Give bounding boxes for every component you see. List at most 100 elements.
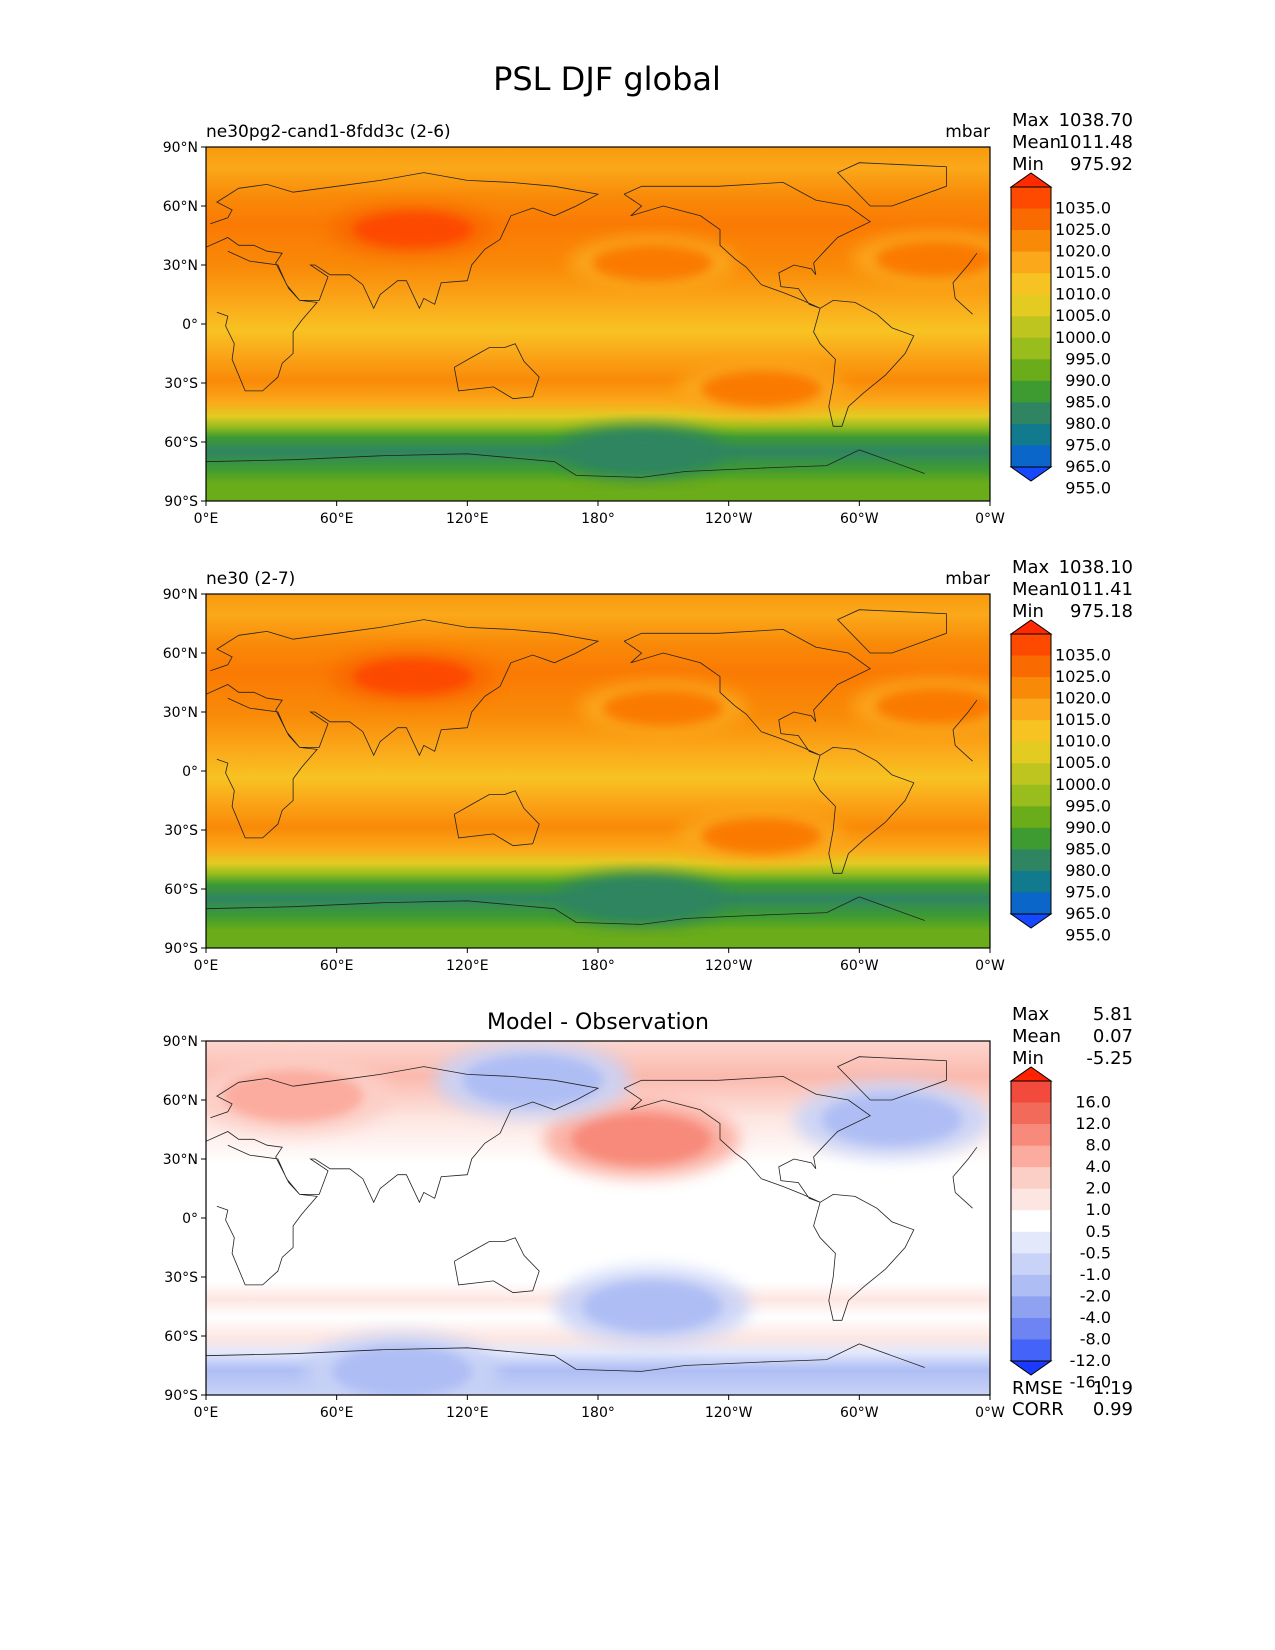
- colorbar-extend-top: [1009, 172, 1053, 188]
- stat-label-mean: Mean: [1012, 1026, 1061, 1047]
- colorbar-segment: [1011, 892, 1051, 915]
- colorbar-tick-label: 1035.0: [1055, 646, 1111, 665]
- colorbar-segment: [1011, 445, 1051, 468]
- colorbar-tick-label: 2.0: [1086, 1179, 1111, 1198]
- panel-difference: Model - Observation 90°N 60°N 30°N 0° 30°S 60°…: [163, 1004, 1133, 1421]
- colorbar-tick-label: -0.5: [1080, 1243, 1111, 1262]
- lat-tick-label: 0°: [182, 1211, 198, 1227]
- colorbar-segment: [1011, 763, 1051, 786]
- stat-label-mean: Mean: [1012, 579, 1061, 600]
- field-feature-2: [462, 1054, 603, 1107]
- colorbar-segment: [1011, 1317, 1051, 1340]
- lat-tick-label: 0°: [182, 764, 198, 780]
- colorbar-segment: [1011, 1188, 1051, 1211]
- colorbar-segment: [1011, 1167, 1051, 1190]
- colorbar: 1035.0 1025.0 1020.0 1015.0 1010.0 1005.0 1000…: [1009, 172, 1111, 498]
- colorbar-tick-label: 1000.0: [1055, 775, 1111, 794]
- colorbar-segment: [1011, 634, 1051, 657]
- colorbar-tick-label: 1015.0: [1055, 710, 1111, 729]
- stat-value-max: 1038.70: [1059, 110, 1133, 131]
- colorbar: 1035.0 1025.0 1020.0 1015.0 1010.0 1005.0 1000…: [1009, 619, 1111, 945]
- colorbar-segment: [1011, 208, 1051, 231]
- lat-tick-label: 90°N: [163, 140, 198, 156]
- colorbar-segment: [1011, 806, 1051, 829]
- colorbar-tick-label: 1020.0: [1055, 689, 1111, 708]
- colorbar-tick-label: 1.0: [1086, 1200, 1111, 1219]
- colorbar-segment: [1011, 1210, 1051, 1233]
- lat-tick-label: 90°S: [164, 941, 198, 957]
- colorbar-segment: [1011, 359, 1051, 382]
- stat-value-min: 975.92: [1070, 154, 1133, 175]
- stat-value-corr: 0.99: [1093, 1399, 1133, 1420]
- field-feature-1: [571, 1113, 712, 1166]
- colorbar-segment: [1011, 1296, 1051, 1319]
- colorbar-segment: [1011, 827, 1051, 850]
- colorbar-extend-bottom: [1009, 1360, 1053, 1376]
- stat-value-mean: 0.07: [1093, 1026, 1133, 1047]
- colorbar-tick-label: 1015.0: [1055, 263, 1111, 282]
- lon-tick-label: 120°E: [446, 1405, 489, 1421]
- colorbar-tick-label: 965.0: [1065, 457, 1111, 476]
- colorbar-segment: [1011, 1102, 1051, 1125]
- field-feature-0: [352, 211, 473, 248]
- lon-tick-label: 0°E: [194, 511, 219, 527]
- colorbar-tick-label: 12.0: [1075, 1114, 1111, 1133]
- lat-tick-label: 90°S: [164, 1388, 198, 1404]
- colorbar-extend-bottom: [1009, 466, 1053, 482]
- lon-tick-label: 180°: [581, 958, 615, 974]
- colorbar-frame: [1010, 1080, 1052, 1362]
- field-feature-3: [701, 817, 822, 854]
- lat-tick-label: 30°N: [163, 258, 198, 274]
- stat-label-corr: CORR: [1012, 1399, 1064, 1420]
- colorbar-tick-label: -2.0: [1080, 1286, 1111, 1305]
- lat-tick-label: 60°N: [163, 646, 198, 662]
- colorbar-tick-label: 975.0: [1065, 435, 1111, 454]
- lat-tick-label: 60°N: [163, 199, 198, 215]
- colorbar-tick-label: 1005.0: [1055, 306, 1111, 325]
- colorbar-segment: [1011, 251, 1051, 274]
- field-feature-3: [822, 1093, 962, 1146]
- colorbar-tick-label: 8.0: [1086, 1136, 1111, 1155]
- colorbar-segment: [1011, 1081, 1051, 1104]
- lat-tick-label: 60°S: [164, 882, 198, 898]
- colorbar-segment: [1011, 870, 1051, 893]
- colorbar-segment: [1011, 1253, 1051, 1276]
- colorbar-tick-label: 985.0: [1065, 392, 1111, 411]
- panel-model: ne30pg2-cand1-8fdd3c (2-6) mbar 90°N 60°N 30…: [163, 110, 1133, 527]
- stat-value-mean: 1011.41: [1059, 579, 1133, 600]
- colorbar-tick-label: -4.0: [1080, 1308, 1111, 1327]
- lon-tick-label: 60°E: [320, 1405, 354, 1421]
- colorbar-tick-label: 955.0: [1065, 479, 1111, 498]
- colorbar-tick-label: -1.0: [1080, 1265, 1111, 1284]
- lon-tick-label: 0°E: [194, 1405, 219, 1421]
- lon-tick-label: 180°: [581, 511, 615, 527]
- stat-label-max: Max: [1012, 557, 1050, 578]
- lat-tick-label: 30°N: [163, 1152, 198, 1168]
- colorbar-segment: [1011, 1145, 1051, 1168]
- map-field: [206, 1041, 990, 1395]
- lon-tick-label: 120°E: [446, 958, 489, 974]
- colorbar-segment: [1011, 230, 1051, 253]
- colorbar-tick-label: 1005.0: [1055, 753, 1111, 772]
- colorbar-segment: [1011, 337, 1051, 360]
- field-feature-4: [581, 433, 702, 470]
- lat-tick-label: 90°N: [163, 1034, 198, 1050]
- colorbar-tick-label: 1035.0: [1055, 199, 1111, 218]
- colorbar-tick-label: 955.0: [1065, 926, 1111, 945]
- colorbar-segment: [1011, 380, 1051, 403]
- stat-value-mean: 1011.48: [1059, 132, 1133, 153]
- colorbar-tick-label: 1010.0: [1055, 732, 1111, 751]
- lon-tick-label: 60°E: [320, 958, 354, 974]
- colorbar-tick-label: 16.0: [1075, 1093, 1111, 1112]
- coastlines: [206, 162, 978, 478]
- field-feature-1: [592, 245, 713, 282]
- map-field: [206, 594, 990, 948]
- colorbar-segment: [1011, 1231, 1051, 1254]
- coastlines: [206, 609, 978, 925]
- colorbar-tick-label: 0.5: [1086, 1222, 1111, 1241]
- field-feature-0: [223, 1070, 364, 1123]
- lon-tick-label: 60°W: [840, 511, 879, 527]
- colorbar-segment: [1011, 1274, 1051, 1297]
- lon-tick-label: 0°W: [975, 1405, 1005, 1421]
